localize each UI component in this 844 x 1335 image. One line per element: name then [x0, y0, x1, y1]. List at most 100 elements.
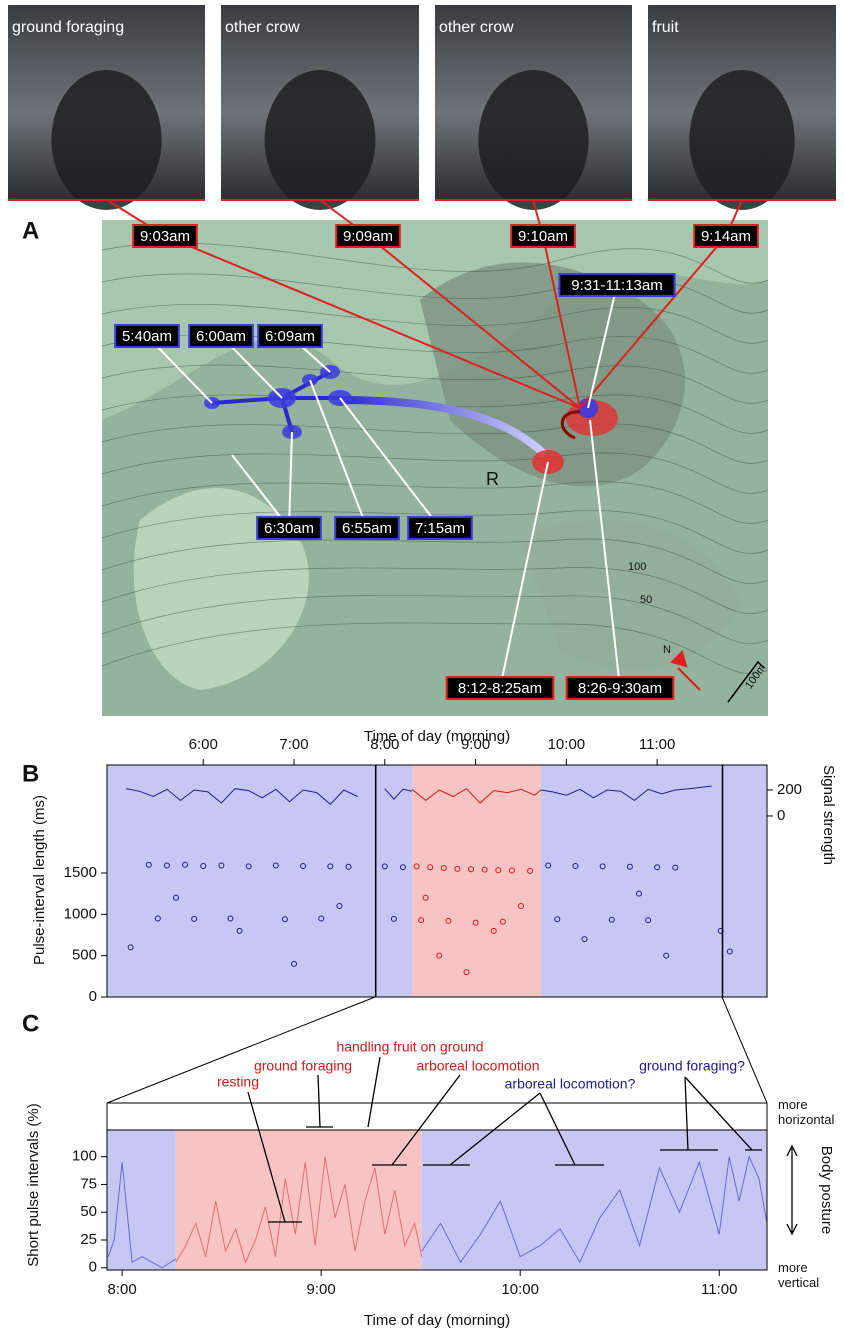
time-label-box — [334, 516, 400, 540]
time-label-box — [558, 273, 676, 297]
contour — [101, 595, 769, 645]
series-line — [411, 788, 542, 804]
behavior-label: arboreal locomotion? — [505, 1076, 636, 1092]
behavior-pointer — [423, 1092, 604, 1166]
contour — [101, 273, 769, 314]
y-tick-label: 100 — [72, 1148, 97, 1165]
pulse-point — [154, 915, 161, 922]
pulse-point — [463, 969, 470, 976]
time-label-box — [256, 516, 322, 540]
behavior-label: arboreal locomotion — [417, 1058, 540, 1074]
y2-tick-label: 200 — [777, 781, 802, 798]
pulse-point — [236, 927, 243, 934]
time-label: 9:09am — [343, 228, 393, 245]
x-tick-label: 10:00 — [501, 1281, 539, 1298]
plot-frame — [106, 764, 768, 998]
pulse-point — [390, 915, 397, 922]
time-label: 9:31-11:13am — [571, 277, 662, 294]
pulse-point — [413, 863, 420, 870]
pulse-point — [182, 861, 189, 868]
series-line — [126, 785, 712, 805]
terrain — [420, 262, 685, 487]
x-tick-label: 9:00 — [461, 736, 490, 753]
time-label-box — [510, 224, 576, 248]
pulse-point — [481, 866, 488, 873]
pulse-point — [336, 903, 343, 910]
pulse-point — [581, 936, 588, 943]
contour — [101, 364, 769, 404]
photo-caption: ground foraging — [12, 19, 124, 36]
photo-shade — [264, 70, 376, 210]
pulse-point — [645, 917, 652, 924]
north-arrow — [670, 650, 701, 691]
pulse-point — [472, 919, 479, 926]
photo-caption: fruit — [652, 19, 679, 36]
y2-tick-label: 0 — [777, 807, 785, 824]
region — [175, 1130, 422, 1270]
leader — [339, 397, 441, 529]
panel-label: C — [22, 1010, 39, 1037]
y-tick-label: 1000 — [64, 905, 97, 922]
contour — [101, 394, 769, 434]
pulse-point — [318, 915, 325, 922]
time-label: 9:03am — [140, 228, 190, 245]
pulse-point — [172, 894, 179, 901]
pulse-point — [599, 863, 606, 870]
contour — [101, 622, 769, 675]
leader — [309, 379, 368, 529]
pulse-point — [726, 948, 733, 955]
pulse-point — [381, 863, 388, 870]
region — [540, 765, 767, 997]
leader — [288, 431, 293, 529]
pulse-point — [163, 862, 170, 869]
pulse-point — [608, 916, 615, 923]
pulse-point — [440, 865, 447, 872]
plot-frame — [106, 1129, 768, 1271]
scale-bar — [727, 660, 765, 703]
time-label-box — [132, 224, 198, 248]
y-tick-label: 0 — [89, 988, 97, 1005]
contour — [101, 304, 769, 344]
time-label-box — [565, 676, 675, 700]
leader — [231, 454, 290, 529]
pulse-point — [422, 894, 429, 901]
contour — [101, 423, 769, 464]
terrain — [520, 520, 740, 669]
pulse-point — [527, 867, 534, 874]
time-label: 9:14am — [701, 228, 751, 245]
y2-axis-title: Signal strength — [820, 765, 837, 865]
posture-note: more vertical — [778, 1260, 820, 1290]
pulse-point — [272, 862, 279, 869]
y-tick-label: 75 — [80, 1175, 97, 1192]
time-label: 5:40am — [122, 328, 172, 345]
pulse-point — [508, 867, 515, 874]
pulse-point — [495, 867, 502, 874]
pulse-point — [635, 890, 642, 897]
pulse-point — [545, 862, 552, 869]
photo-shade — [478, 70, 589, 210]
time-label-box — [188, 324, 254, 348]
y-tick-label: 500 — [72, 947, 97, 964]
pulse-point — [427, 864, 434, 871]
time-label: 6:55am — [342, 520, 392, 537]
x-axis-title: Time of day (morning) — [364, 728, 510, 745]
region — [107, 1130, 176, 1270]
time-label-box — [114, 324, 180, 348]
pulse-point — [145, 861, 152, 868]
leader — [164, 235, 581, 409]
behavior-pointer — [247, 1091, 302, 1223]
leader — [589, 419, 621, 689]
pulse-point — [127, 944, 134, 951]
region — [421, 1130, 767, 1270]
pulse-point — [399, 864, 406, 871]
pulse-point — [654, 864, 661, 871]
pulse-point — [572, 862, 579, 869]
time-label-box — [335, 224, 401, 248]
time-label-box — [407, 516, 473, 540]
contour-label: 50 — [640, 594, 652, 606]
photo-caption: other crow — [225, 19, 300, 36]
time-label: 8:12-8:25am — [458, 680, 542, 697]
pulse-point — [436, 952, 443, 959]
